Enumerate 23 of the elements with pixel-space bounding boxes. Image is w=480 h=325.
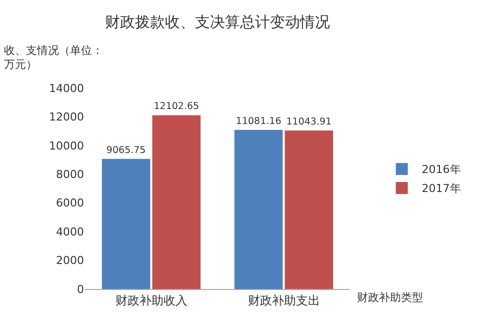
y-axis-title: 收、支情况（单位：万元） (4, 44, 104, 72)
data-label: 11081.16 (236, 116, 282, 127)
y-tick-label: 0 (77, 282, 84, 296)
legend-label: 2017年 (422, 182, 461, 196)
chart-title: 财政拨款收、支决算总计变动情况 (105, 12, 330, 31)
bar (102, 158, 150, 289)
y-tick-label: 14000 (49, 82, 84, 95)
data-label: 11043.91 (286, 116, 332, 128)
data-label: 12102.65 (154, 101, 200, 112)
x-tick-label: 财政补助支出 (248, 293, 320, 308)
y-tick-label: 4000 (56, 225, 84, 238)
x-axis-title: 财政补助类型 (357, 291, 423, 304)
y-tick-label: 12000 (49, 110, 84, 124)
x-tick-label: 财政补助收入 (115, 293, 188, 308)
data-label: 9065.75 (106, 144, 146, 156)
legend-label: 2016年 (422, 163, 461, 176)
y-tick-label: 6000 (56, 196, 84, 210)
y-tick-label: 2000 (56, 254, 84, 268)
bar (234, 130, 283, 289)
bar (284, 130, 334, 289)
bar (152, 115, 201, 289)
y-tick-label: 8000 (56, 168, 84, 181)
y-tick-label: 10000 (49, 139, 84, 152)
